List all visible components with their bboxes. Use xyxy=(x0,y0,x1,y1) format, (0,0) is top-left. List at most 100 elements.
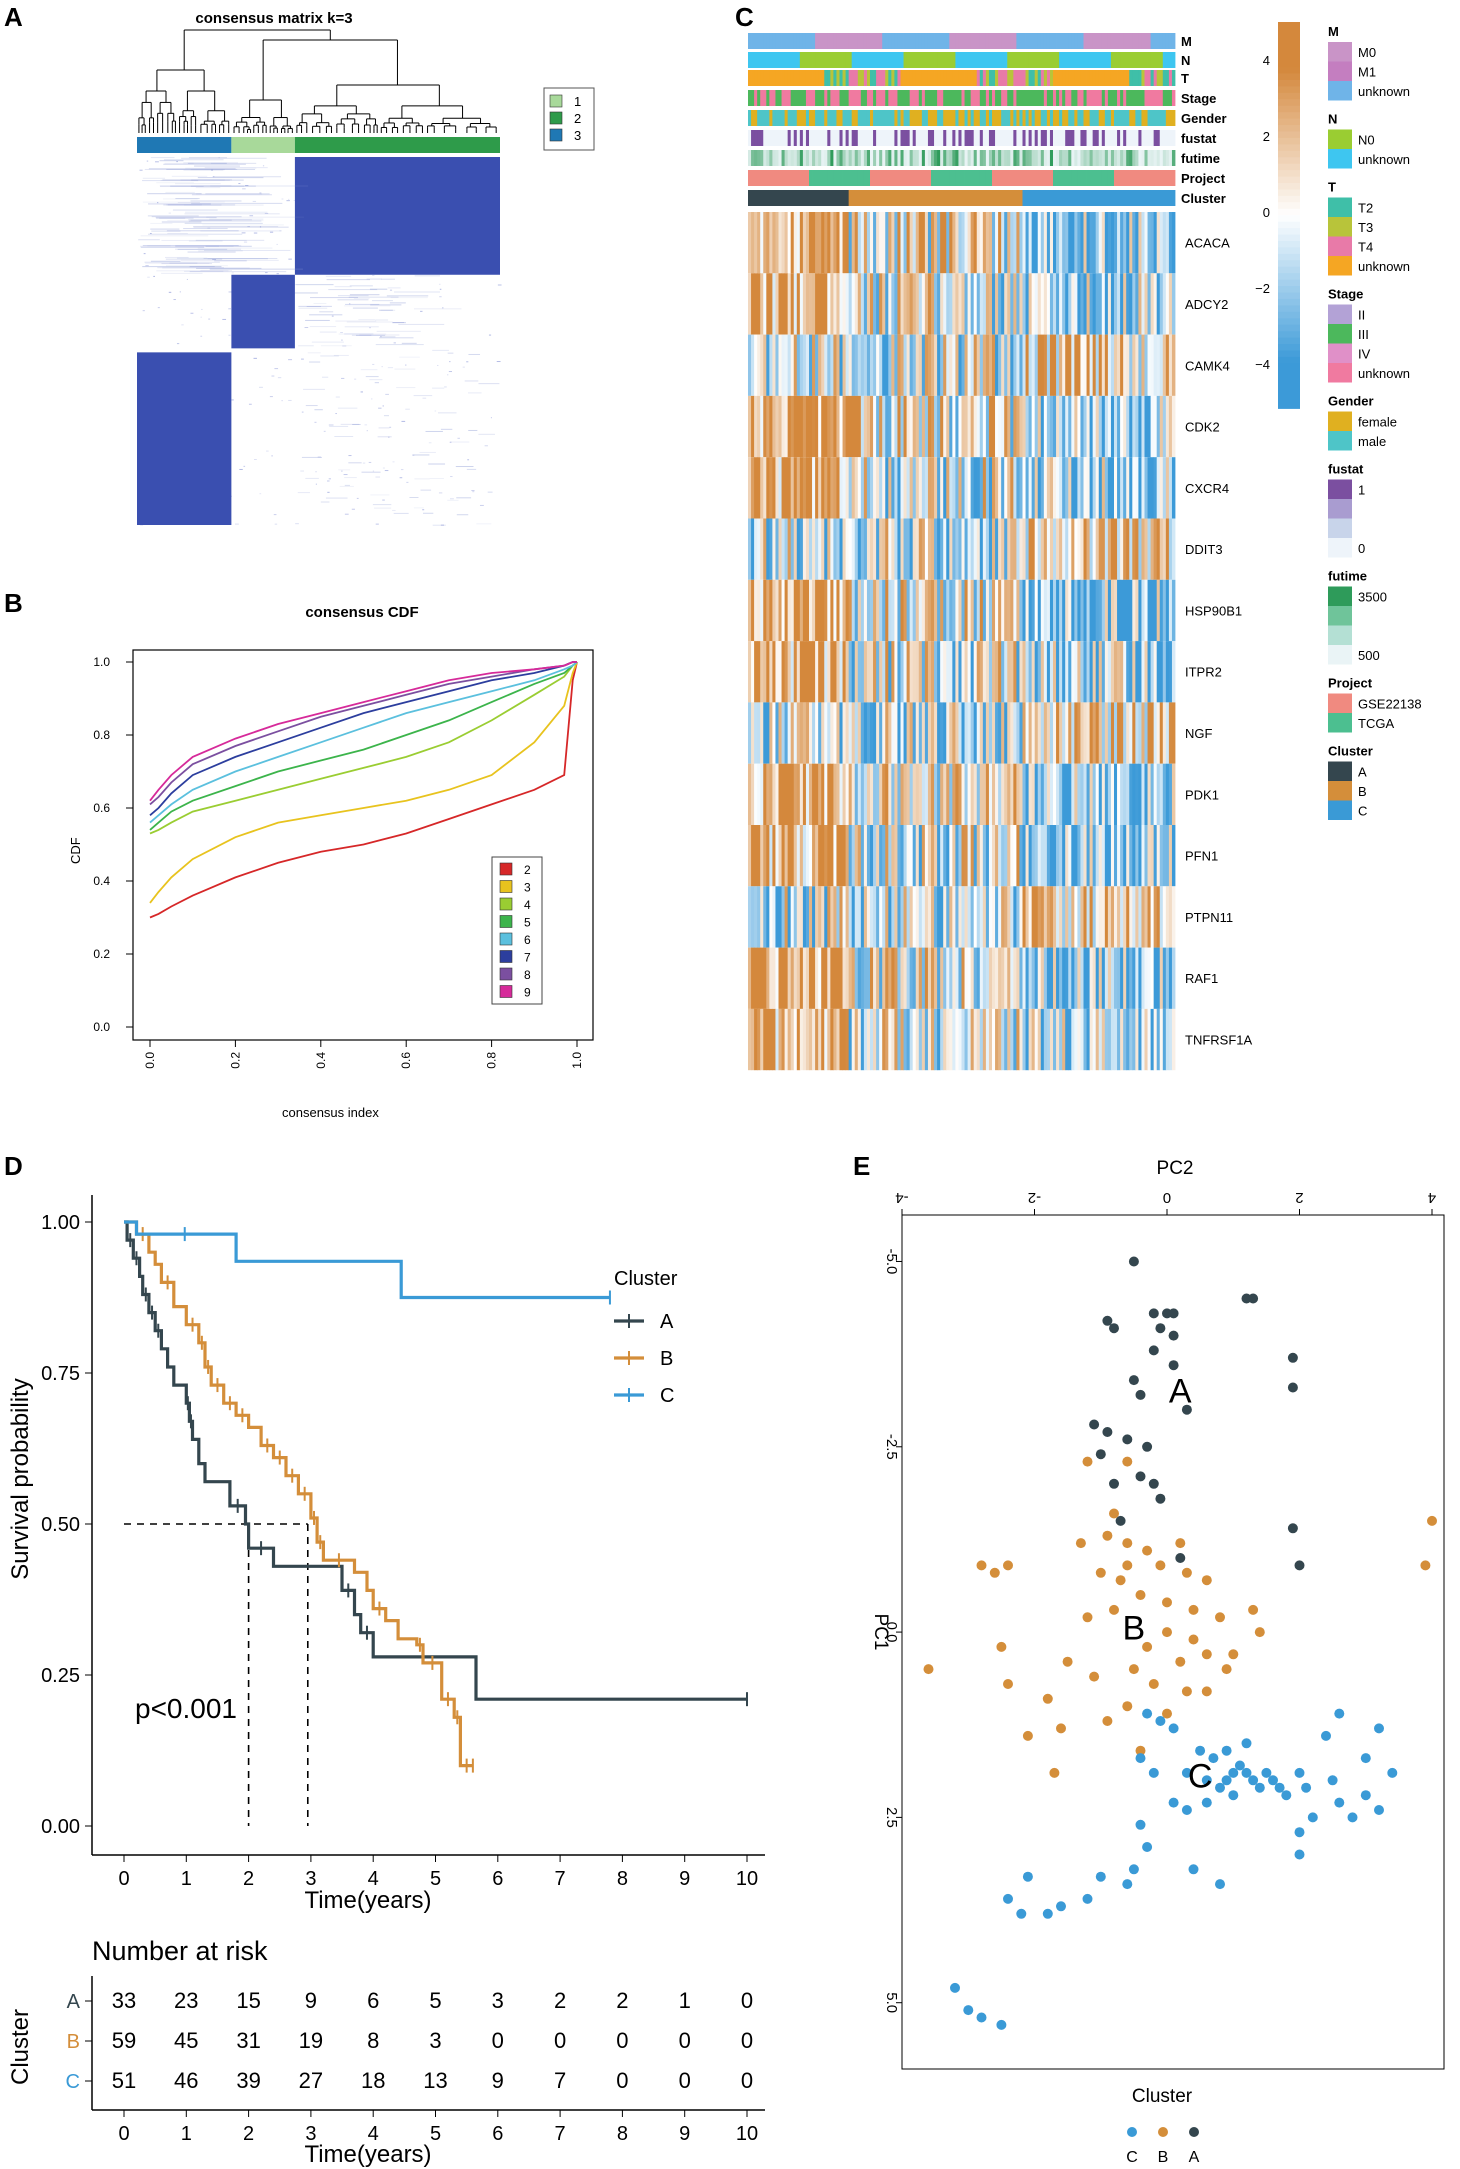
heatmap-cell-TNFRSF1A xyxy=(943,1008,947,1071)
heatmap-cell-PFN1 xyxy=(815,825,819,887)
heatmap-cell-CAMK4 xyxy=(958,334,962,396)
heatmap-cell-CXCR4 xyxy=(848,457,853,519)
heatmap-cell-ITPR2 xyxy=(897,641,901,703)
heatmap-cell-TNFRSF1A xyxy=(973,1008,978,1071)
matrix-streak xyxy=(190,185,245,187)
annot-cell-M xyxy=(781,33,785,49)
heatmap-cell-DDIT3 xyxy=(1025,518,1029,580)
heatmap-cell-HSP90B1 xyxy=(903,579,907,642)
annot-cell-Cluster xyxy=(1028,190,1033,206)
pca-point-B xyxy=(976,1560,987,1571)
heatmap-cell-HSP90B1 xyxy=(882,579,886,642)
heatmap-cell-HSP90B1 xyxy=(754,579,758,642)
heatmap-cell-CDK2 xyxy=(827,395,831,458)
heatmap-cell-CXCR4 xyxy=(793,457,798,519)
annot-cell-M xyxy=(1126,33,1130,49)
annot-cell-T xyxy=(836,70,840,86)
heatmap-cell-PFN1 xyxy=(927,825,932,887)
heatmap-cell-RAF1 xyxy=(885,947,889,1009)
heatmap-cell-CDK2 xyxy=(809,395,813,458)
annot-cell-N xyxy=(1159,52,1164,68)
heatmap-cell-HSP90B1 xyxy=(876,579,880,642)
heatmap-cell-PTPN11 xyxy=(915,886,920,948)
heatmap-cell-CAMK4 xyxy=(1110,334,1115,396)
annot-cell-N xyxy=(1086,52,1090,68)
annot-cell-fustat xyxy=(927,130,932,146)
heatmap-cell-TNFRSF1A xyxy=(1022,1008,1026,1071)
heatmap-cell-CXCR4 xyxy=(1019,457,1023,519)
heatmap-cell-PTPN11 xyxy=(784,886,789,948)
heatmap-cell-ACACA xyxy=(1068,212,1072,274)
pca-point-A xyxy=(1155,1323,1166,1334)
annot-label-Cluster: Cluster xyxy=(1181,191,1226,206)
annot-cell-futime xyxy=(854,150,859,166)
annot-cell-N xyxy=(1053,52,1057,68)
annot-cell-N xyxy=(873,52,877,68)
pca-point-B xyxy=(1148,1679,1159,1689)
heatmap-cell-ITPR2 xyxy=(772,641,776,703)
pca-point-C xyxy=(1228,1790,1239,1801)
matrix-noise xyxy=(349,303,351,305)
heatmap-cell-PDK1 xyxy=(958,763,962,825)
annot-cell-Gender xyxy=(805,110,810,126)
heatmap-cell-RAF1 xyxy=(1153,947,1158,1009)
heatmap-cell-ITPR2 xyxy=(912,641,917,703)
annot-cell-futime xyxy=(1092,150,1097,166)
annot-cell-Cluster xyxy=(866,190,871,206)
annot-cell-Gender xyxy=(1046,110,1051,126)
heatmap-cell-TNFRSF1A xyxy=(979,1008,984,1071)
annot-cell-Stage xyxy=(885,90,889,106)
heatmap-cell-PTPN11 xyxy=(790,886,795,948)
heatmap-cell-PDK1 xyxy=(882,763,886,825)
risk-table-xlabel: Time(years) xyxy=(304,2141,431,2168)
heatmap-cell-TNFRSF1A xyxy=(1046,1008,1051,1071)
annot-cell-N xyxy=(784,52,789,68)
matrix-noise xyxy=(279,230,282,232)
heatmap-cell-DDIT3 xyxy=(818,518,822,580)
matrix-streak xyxy=(196,193,263,195)
annot-cell-Stage xyxy=(1083,90,1087,106)
pca-point-B xyxy=(1082,1612,1093,1623)
annot-cell-T xyxy=(866,70,871,86)
matrix-streak xyxy=(301,456,322,458)
annot-cell-N xyxy=(1101,52,1106,68)
heatmap-cell-NGF xyxy=(906,702,911,764)
heatmap-cell-ACACA xyxy=(937,212,941,274)
matrix-noise xyxy=(362,462,366,464)
heatmap-cell-HSP90B1 xyxy=(1074,579,1078,642)
heatmap-cell-TNFRSF1A xyxy=(1049,1008,1054,1071)
annot-cell-Stage xyxy=(1056,90,1060,106)
heatmap-cell-RAF1 xyxy=(1086,947,1090,1009)
heatmap-cell-ITPR2 xyxy=(918,641,923,703)
annot-cell-T xyxy=(1080,70,1084,86)
annot-cell-fustat xyxy=(781,130,785,146)
heatmap-cell-NGF xyxy=(1092,702,1097,764)
annot-cell-Project xyxy=(781,170,785,186)
heatmap-cell-ADCY2 xyxy=(833,273,837,335)
pca-point-B xyxy=(1215,1612,1225,1623)
pca-point-B xyxy=(1109,1604,1119,1615)
annot-cell-fustat xyxy=(952,130,956,146)
heatmap-cell-ADCY2 xyxy=(900,273,904,335)
annot-cell-Gender xyxy=(943,110,947,126)
heatmap-cell-TNFRSF1A xyxy=(906,1008,911,1071)
matrix-streak xyxy=(160,185,204,187)
pca-point-B xyxy=(1022,1730,1033,1741)
matrix-streak xyxy=(170,185,256,187)
annot-cell-Project xyxy=(973,170,978,186)
annot-cell-Gender xyxy=(918,110,923,126)
matrix-streak xyxy=(209,268,303,270)
heatmap-cell-ADCY2 xyxy=(1114,273,1118,335)
heatmap-cell-NGF xyxy=(1095,702,1100,764)
matrix-streak xyxy=(334,436,354,438)
heatmap-cell-HSP90B1 xyxy=(796,579,801,642)
annot-cell-Gender xyxy=(751,110,755,126)
heatmap-cell-DDIT3 xyxy=(952,518,956,580)
heatmap-cell-PFN1 xyxy=(775,825,779,887)
annot-cell-fustat xyxy=(949,130,953,146)
annot-cell-futime xyxy=(805,150,810,166)
annot-cell-M xyxy=(918,33,923,49)
matrix-streak xyxy=(194,165,240,167)
heatmap-cell-TNFRSF1A xyxy=(949,1008,953,1071)
annot-cell-M xyxy=(848,33,853,49)
